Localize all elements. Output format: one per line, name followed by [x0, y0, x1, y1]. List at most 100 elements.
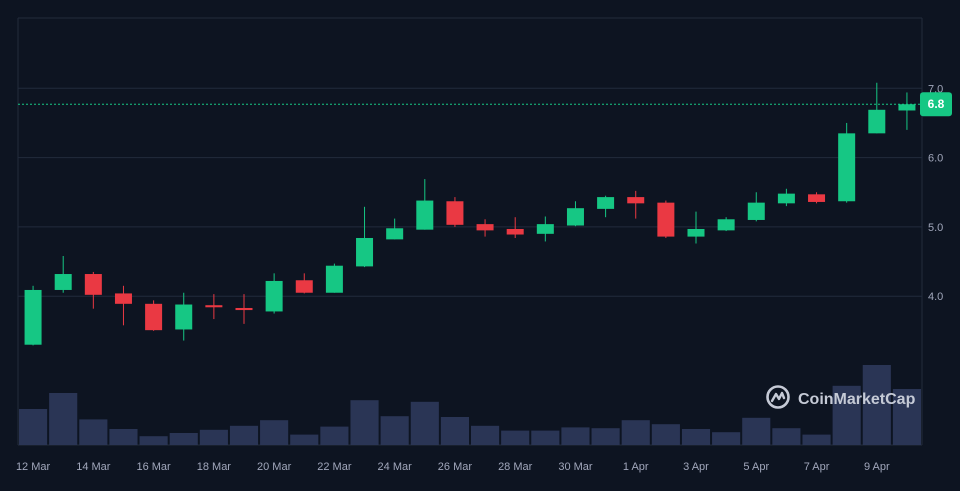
- volume-bar: [681, 429, 711, 445]
- watermark: CoinMarketCap: [766, 385, 916, 409]
- candle: [145, 300, 163, 331]
- candle: [838, 122, 856, 203]
- candle: [84, 271, 102, 309]
- candle-body: [24, 289, 42, 345]
- candle-body: [566, 208, 584, 226]
- x-tick-label: 3 Apr: [683, 461, 709, 473]
- candle: [175, 292, 193, 341]
- volume-bar: [290, 434, 319, 445]
- x-tick-label: 9 Apr: [864, 461, 890, 473]
- candle-body: [627, 197, 645, 204]
- candle: [416, 179, 434, 230]
- candle: [24, 285, 42, 346]
- current-price-badge: 6.8: [920, 92, 952, 117]
- volume-bar: [440, 417, 469, 445]
- candle-body: [54, 274, 72, 290]
- volume-bar: [591, 428, 620, 445]
- candle: [386, 218, 404, 240]
- candle-body: [356, 237, 374, 267]
- candle: [265, 273, 283, 314]
- candle-body: [506, 228, 524, 235]
- candle-body: [476, 224, 494, 231]
- volume-bar: [742, 417, 771, 445]
- candle-body: [657, 202, 675, 237]
- candle: [777, 188, 795, 207]
- candle: [868, 82, 886, 134]
- candle: [114, 285, 132, 326]
- price-badge-background: [920, 92, 952, 117]
- candle-body: [808, 194, 826, 202]
- candle: [597, 195, 615, 218]
- x-tick-label: 22 Mar: [317, 461, 352, 473]
- candle: [898, 92, 916, 130]
- candle-body: [205, 305, 223, 308]
- candle-body: [777, 193, 795, 204]
- price-badge-label: 6.8: [928, 97, 945, 111]
- volume-bar: [772, 428, 801, 445]
- volume-bar: [621, 420, 650, 445]
- volume-bar: [380, 416, 409, 445]
- volume-bars: [19, 365, 921, 445]
- volume-bar: [199, 429, 228, 445]
- y-axis: 4.05.06.07.0: [928, 83, 943, 303]
- volume-bar: [531, 430, 560, 445]
- candle: [54, 256, 72, 293]
- volume-bar: [19, 409, 48, 445]
- x-tick-label: 30 Mar: [558, 461, 593, 473]
- volume-bar: [712, 432, 741, 445]
- volume-bar: [139, 436, 168, 445]
- x-tick-label: 5 Apr: [743, 461, 769, 473]
- candle-body: [325, 265, 343, 293]
- volume-bar: [260, 420, 289, 445]
- candle-body: [868, 109, 886, 134]
- candle: [687, 211, 705, 244]
- candle-body: [717, 219, 735, 231]
- volume-bar: [832, 385, 861, 445]
- candle-body: [84, 274, 102, 295]
- candle: [808, 192, 826, 204]
- candle-body: [145, 303, 163, 331]
- candle: [235, 294, 253, 324]
- volume-bar: [320, 426, 349, 445]
- candle-body: [747, 202, 765, 220]
- volume-bar: [501, 430, 530, 445]
- volume-bar: [471, 425, 500, 445]
- x-tick-label: 24 Mar: [378, 461, 413, 473]
- volume-bar: [109, 429, 138, 445]
- x-tick-label: 26 Mar: [438, 461, 473, 473]
- y-tick-label: 5.0: [928, 222, 943, 234]
- candle: [205, 294, 223, 320]
- candle-body: [536, 224, 554, 234]
- watermark-text: CoinMarketCap: [798, 391, 916, 408]
- y-tick-label: 6.0: [928, 153, 943, 165]
- x-axis: 12 Mar 14 Mar 16 Mar 18 Mar 20 Mar 22 Mar 24 M…: [16, 461, 890, 473]
- candle: [476, 219, 494, 237]
- candle-body: [416, 200, 434, 230]
- candle-body: [235, 307, 253, 311]
- x-tick-label: 20 Mar: [257, 461, 292, 473]
- volume-bar: [350, 400, 379, 445]
- candle: [325, 263, 343, 293]
- coinmarketcap-logo-icon: [766, 385, 790, 409]
- volume-bar: [49, 393, 78, 445]
- candle-body: [114, 293, 132, 304]
- volume-bar: [892, 389, 921, 445]
- x-tick-label: 12 Mar: [16, 461, 51, 473]
- candle: [356, 206, 374, 268]
- x-tick-label: 28 Mar: [498, 461, 533, 473]
- x-tick-label: 7 Apr: [804, 461, 830, 473]
- x-tick-label: 18 Mar: [197, 461, 232, 473]
- volume-bar: [561, 427, 590, 445]
- grid: [17, 17, 923, 446]
- candle: [295, 273, 313, 294]
- candle-body: [597, 197, 615, 209]
- x-tick-label: 14 Mar: [76, 461, 111, 473]
- candle-body: [386, 228, 404, 240]
- candle: [446, 197, 464, 227]
- candle-body: [175, 304, 193, 330]
- candle: [566, 201, 584, 227]
- candle-body: [687, 228, 705, 237]
- x-tick-label: 1 Apr: [623, 461, 649, 473]
- volume-bar: [651, 424, 680, 445]
